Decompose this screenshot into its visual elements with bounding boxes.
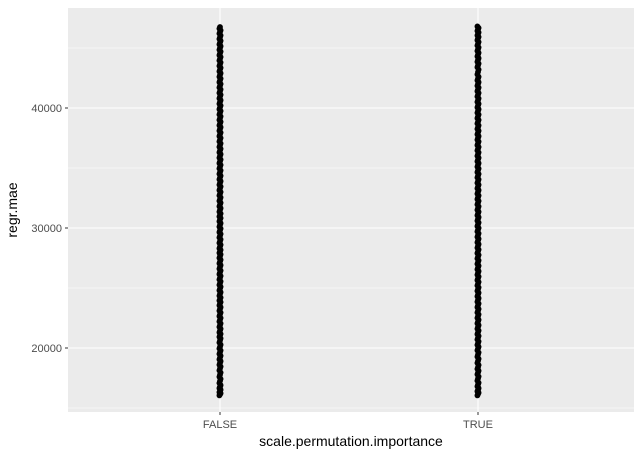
y-axis: 20000 30000 40000 [31, 103, 68, 355]
x-axis-title: scale.permutation.importance [259, 433, 443, 449]
y-tick-label: 40000 [31, 103, 62, 115]
x-axis: FALSE TRUE [203, 412, 493, 431]
y-tick-label: 20000 [31, 343, 62, 355]
y-tick-label: 30000 [31, 223, 62, 235]
minor-gridlines [68, 47, 634, 409]
data-points [216, 23, 482, 399]
data-point-false [217, 24, 223, 30]
y-axis-title: regr.mae [4, 182, 20, 237]
data-point-true [474, 23, 481, 30]
plot-panel [68, 8, 634, 412]
x-tick-label: TRUE [463, 419, 493, 431]
x-tick-label: FALSE [203, 419, 237, 431]
